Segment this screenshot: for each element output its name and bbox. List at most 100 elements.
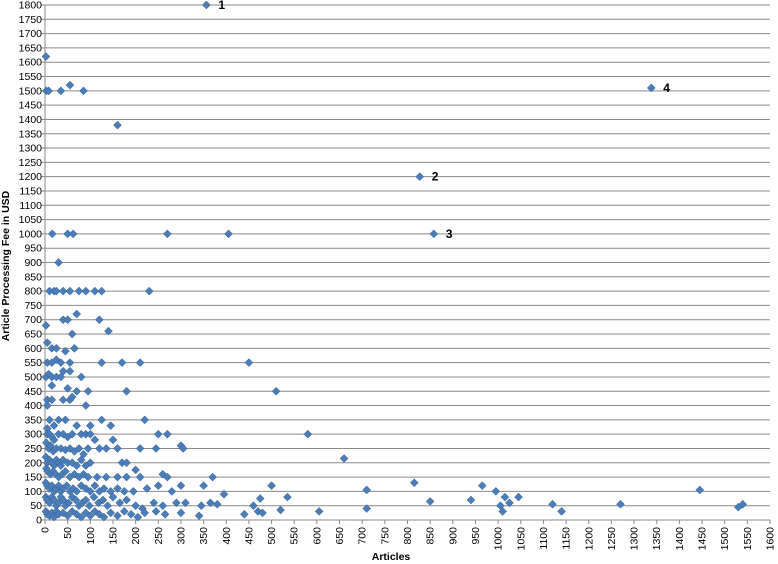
- data-point: [67, 429, 77, 439]
- data-point: [97, 286, 106, 296]
- data-point: [65, 80, 75, 90]
- data-point: [267, 481, 276, 491]
- data-point: [74, 444, 84, 453]
- data-point: [103, 501, 112, 511]
- data-point: [249, 501, 258, 511]
- y-tick-label: 300: [24, 429, 42, 441]
- data-point: [113, 444, 122, 453]
- data-point: [557, 507, 566, 516]
- y-tick-label: 200: [24, 457, 42, 469]
- y-tick-label: 1550: [19, 71, 43, 83]
- y-tick-label: 0: [36, 515, 42, 527]
- data-point: [81, 401, 91, 410]
- data-point: [135, 358, 145, 367]
- data-point: [108, 435, 118, 445]
- data-point: [119, 507, 129, 516]
- y-tick-label: 50: [30, 500, 42, 512]
- x-tick-label: 900: [447, 527, 459, 545]
- x-tick-label: 700: [357, 527, 369, 545]
- data-point: [47, 395, 57, 405]
- data-point: [72, 421, 82, 430]
- data-point: [119, 487, 129, 496]
- data-point: [101, 472, 111, 482]
- data-point: [283, 492, 292, 502]
- data-point: [126, 509, 136, 519]
- data-point: [425, 497, 435, 506]
- x-tick-label: 1150: [561, 527, 573, 550]
- data-point: [67, 329, 77, 339]
- y-tick-label: 1050: [19, 214, 43, 226]
- x-tick-label: 600: [311, 527, 323, 545]
- y-tick-label: 1350: [19, 128, 43, 140]
- data-point: [738, 499, 748, 509]
- data-point: [133, 512, 143, 522]
- data-point: [98, 495, 108, 505]
- x-tick-label: 650: [334, 527, 346, 545]
- x-tick-label: 250: [153, 527, 165, 545]
- data-point: [65, 286, 75, 296]
- data-point: [72, 461, 82, 470]
- data-point: [258, 508, 267, 518]
- data-point: [47, 381, 57, 390]
- data-point: [181, 498, 190, 508]
- data-point: [58, 286, 68, 296]
- x-tick-label: 1000: [493, 527, 505, 551]
- x-tick-label: 1500: [719, 527, 731, 551]
- data-point: [140, 415, 150, 425]
- data-point: [131, 465, 140, 475]
- data-point: [65, 358, 75, 367]
- y-tick-label: 800: [24, 286, 42, 298]
- x-axis-title: Articles: [372, 551, 411, 563]
- y-tick-label: 150: [24, 472, 42, 484]
- data-point: [76, 372, 86, 382]
- data-point: [85, 501, 94, 511]
- data-point: [108, 492, 118, 502]
- data-point: [47, 229, 57, 239]
- data-point: [64, 498, 73, 508]
- data-point: [362, 485, 372, 495]
- data-point: [71, 495, 81, 505]
- data-point: [115, 498, 125, 508]
- x-tick-label: 100: [85, 527, 97, 545]
- data-point: [122, 458, 131, 468]
- x-tick-label: 1400: [674, 527, 686, 551]
- data-point: [42, 338, 52, 347]
- data-point: [46, 441, 55, 450]
- data-point: [162, 229, 172, 239]
- y-tick-label: 400: [24, 400, 42, 412]
- data-point: [158, 501, 168, 511]
- data-point: [339, 454, 349, 463]
- data-point: [95, 444, 104, 453]
- data-point: [54, 415, 63, 425]
- data-point: [244, 358, 254, 367]
- data-point: [90, 435, 100, 445]
- y-tick-label: 500: [24, 371, 42, 383]
- data-point: [65, 366, 75, 376]
- data-point: [362, 504, 372, 513]
- data-point: [178, 444, 188, 453]
- data-point: [149, 498, 159, 508]
- data-point: [76, 455, 86, 465]
- data-point: [51, 343, 61, 353]
- x-tick-label: 550: [289, 527, 301, 545]
- data-point: [56, 358, 66, 367]
- data-point: [97, 415, 106, 425]
- data-point: [206, 498, 215, 508]
- x-tick-label: 400: [221, 527, 233, 545]
- y-tick-label: 950: [24, 243, 42, 255]
- gridlines: [45, 4, 770, 507]
- data-point: [176, 508, 186, 518]
- x-tick-label: 850: [425, 527, 437, 545]
- y-tick-label: 700: [24, 314, 42, 326]
- y-tick-label: 1450: [19, 100, 43, 112]
- data-point: [41, 52, 51, 61]
- y-tick-label: 250: [24, 443, 42, 455]
- data-point: [67, 392, 77, 402]
- data-point: [129, 487, 138, 496]
- y-tick-label: 100: [24, 486, 42, 498]
- y-tick-label: 1150: [19, 185, 42, 197]
- data-point: [646, 83, 656, 93]
- data-point: [548, 499, 557, 509]
- data-point: [201, 0, 211, 10]
